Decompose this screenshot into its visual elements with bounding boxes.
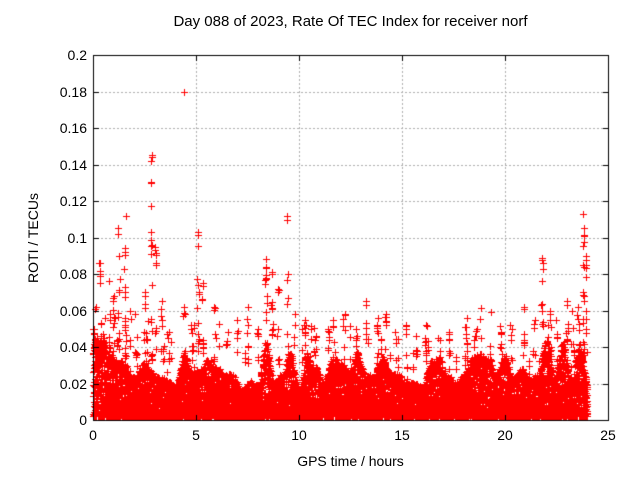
x-tick-label: 25 — [600, 427, 616, 443]
y-tick-label: 0 — [79, 412, 87, 428]
x-tick-label: 5 — [192, 427, 200, 443]
chart-title: Day 088 of 2023, Rate Of TEC Index for r… — [173, 13, 528, 30]
y-tick-label: 0.08 — [59, 266, 87, 282]
y-tick-label: 0.2 — [67, 47, 87, 63]
x-axis-label: GPS time / hours — [297, 453, 404, 469]
x-tick-label: 0 — [89, 427, 97, 443]
y-tick-label: 0.18 — [59, 83, 87, 100]
y-tick-label: 0.1 — [67, 229, 87, 246]
y-tick-label: 0.06 — [59, 302, 87, 319]
x-tick-label: 10 — [291, 427, 307, 443]
y-tick-label: 0.16 — [59, 120, 87, 136]
y-tick-label: 0.14 — [59, 156, 87, 173]
x-tick-label: 15 — [394, 427, 410, 443]
y-tick-label: 0.04 — [59, 339, 87, 355]
x-tick-label: 20 — [497, 427, 513, 443]
y-tick-label: 0.02 — [59, 375, 87, 392]
y-tick-label: 0.12 — [59, 193, 87, 209]
